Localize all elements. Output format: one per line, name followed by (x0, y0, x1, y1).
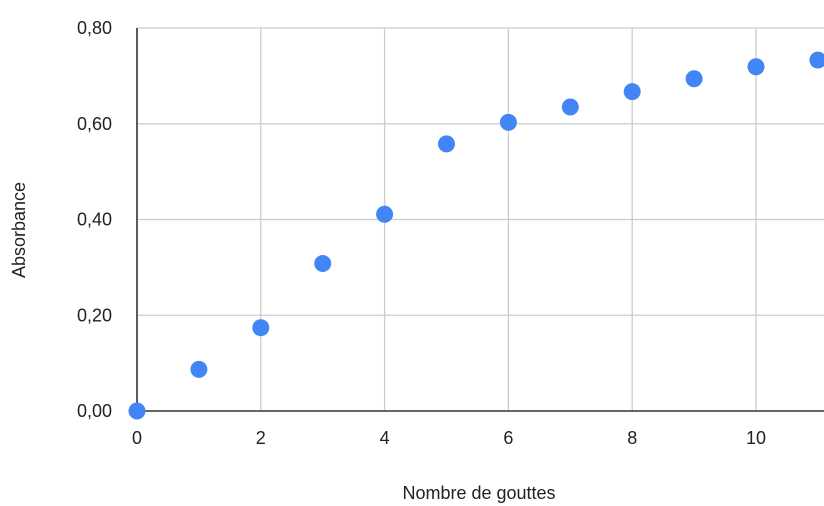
data-point (190, 360, 208, 378)
data-points (128, 51, 824, 420)
x-tick-label: 0 (132, 428, 142, 448)
axes (136, 28, 824, 412)
x-tick-label: 6 (503, 428, 513, 448)
data-point (685, 70, 703, 88)
data-point (376, 205, 394, 223)
x-tick-label: 2 (256, 428, 266, 448)
data-point (747, 58, 765, 76)
data-point (499, 113, 517, 131)
data-point (314, 255, 332, 273)
x-tick-label: 4 (380, 428, 390, 448)
x-tick-label: 10 (746, 428, 766, 448)
data-point (252, 319, 270, 337)
grid (137, 27, 824, 411)
y-tick-label: 0,80 (77, 18, 112, 38)
y-tick-label: 0,40 (77, 210, 112, 230)
y-axis-title: Absorbance (9, 182, 29, 278)
y-tick-label: 0,20 (77, 305, 112, 325)
data-point (438, 135, 455, 153)
y-tick-label: 0,00 (77, 401, 112, 421)
data-point (623, 83, 641, 101)
data-point (561, 98, 579, 116)
x-tick-label: 8 (627, 428, 637, 448)
tick-labels: 0,00 0,20 0,40 0,60 0,80 0 2 4 6 8 10 (77, 18, 766, 448)
x-axis-title: Nombre de gouttes (402, 483, 555, 503)
y-tick-label: 0,60 (77, 114, 112, 134)
data-point (128, 402, 146, 420)
data-point (809, 51, 824, 69)
